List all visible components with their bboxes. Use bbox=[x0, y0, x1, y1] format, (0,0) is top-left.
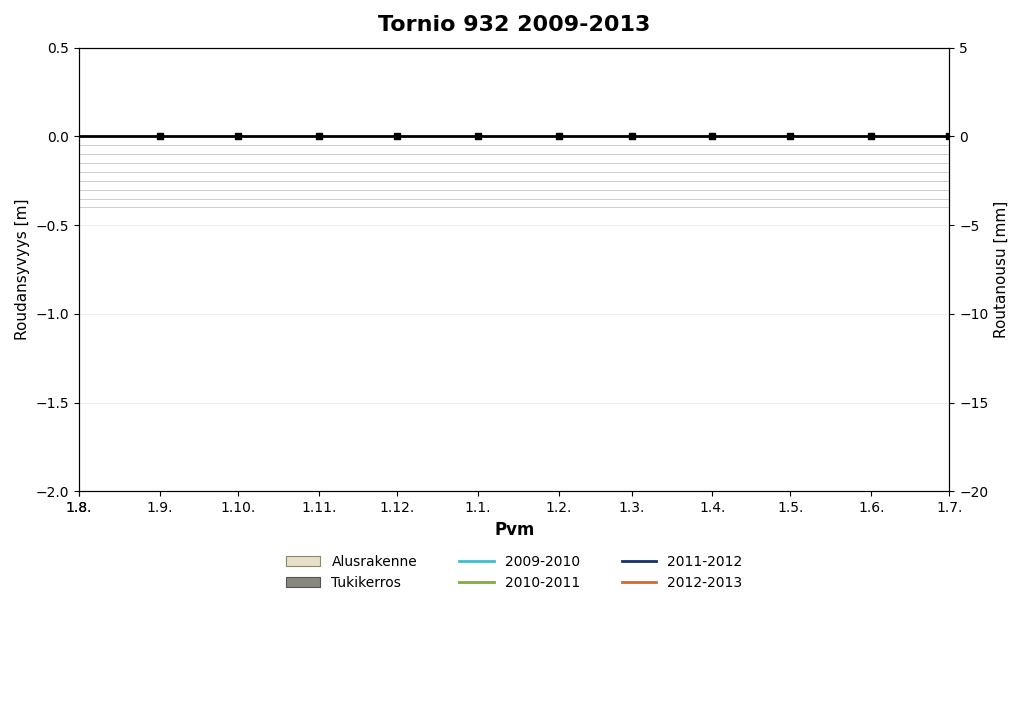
2009-2010 bbox=[73, 132, 85, 140]
2010-2011 bbox=[73, 132, 85, 140]
2012-2013 bbox=[73, 132, 85, 140]
2010-2011 bbox=[73, 132, 85, 140]
2009-2010 bbox=[73, 132, 85, 140]
2009-2010 bbox=[73, 132, 85, 140]
2011-2012 bbox=[73, 132, 85, 140]
2010-2011 bbox=[73, 132, 85, 140]
Title: Tornio 932 2009-2013: Tornio 932 2009-2013 bbox=[378, 15, 650, 35]
2009-2010 bbox=[73, 132, 85, 140]
Y-axis label: Routanousu [mm]: Routanousu [mm] bbox=[994, 201, 1009, 338]
2009-2010 bbox=[73, 132, 85, 140]
2012-2013 bbox=[73, 132, 85, 140]
2012-2013 bbox=[73, 132, 85, 140]
2011-2012 bbox=[73, 132, 85, 140]
2010-2011 bbox=[73, 132, 85, 140]
2009-2010 bbox=[73, 132, 85, 140]
2010-2011 bbox=[73, 132, 85, 140]
2011-2012 bbox=[73, 132, 85, 140]
2009-2010 bbox=[73, 132, 85, 140]
2012-2013 bbox=[73, 132, 85, 140]
2011-2012 bbox=[73, 132, 85, 140]
2011-2012 bbox=[73, 132, 85, 140]
2010-2011 bbox=[73, 132, 85, 140]
2012-2013 bbox=[73, 132, 85, 140]
X-axis label: Pvm: Pvm bbox=[494, 521, 535, 539]
2011-2012 bbox=[73, 132, 85, 140]
Y-axis label: Roudansyvyys [m]: Roudansyvyys [m] bbox=[15, 199, 30, 340]
2011-2012 bbox=[73, 132, 85, 140]
2012-2013 bbox=[73, 132, 85, 140]
2012-2013 bbox=[73, 132, 85, 140]
2009-2010 bbox=[73, 132, 85, 140]
2012-2013 bbox=[73, 132, 85, 140]
2011-2012 bbox=[73, 132, 85, 140]
Legend: Alusrakenne, Tukikerros, 2009-2010, 2010-2011, 2011-2012, 2012-2013: Alusrakenne, Tukikerros, 2009-2010, 2010… bbox=[281, 549, 749, 595]
2010-2011 bbox=[73, 132, 85, 140]
2010-2011 bbox=[73, 132, 85, 140]
